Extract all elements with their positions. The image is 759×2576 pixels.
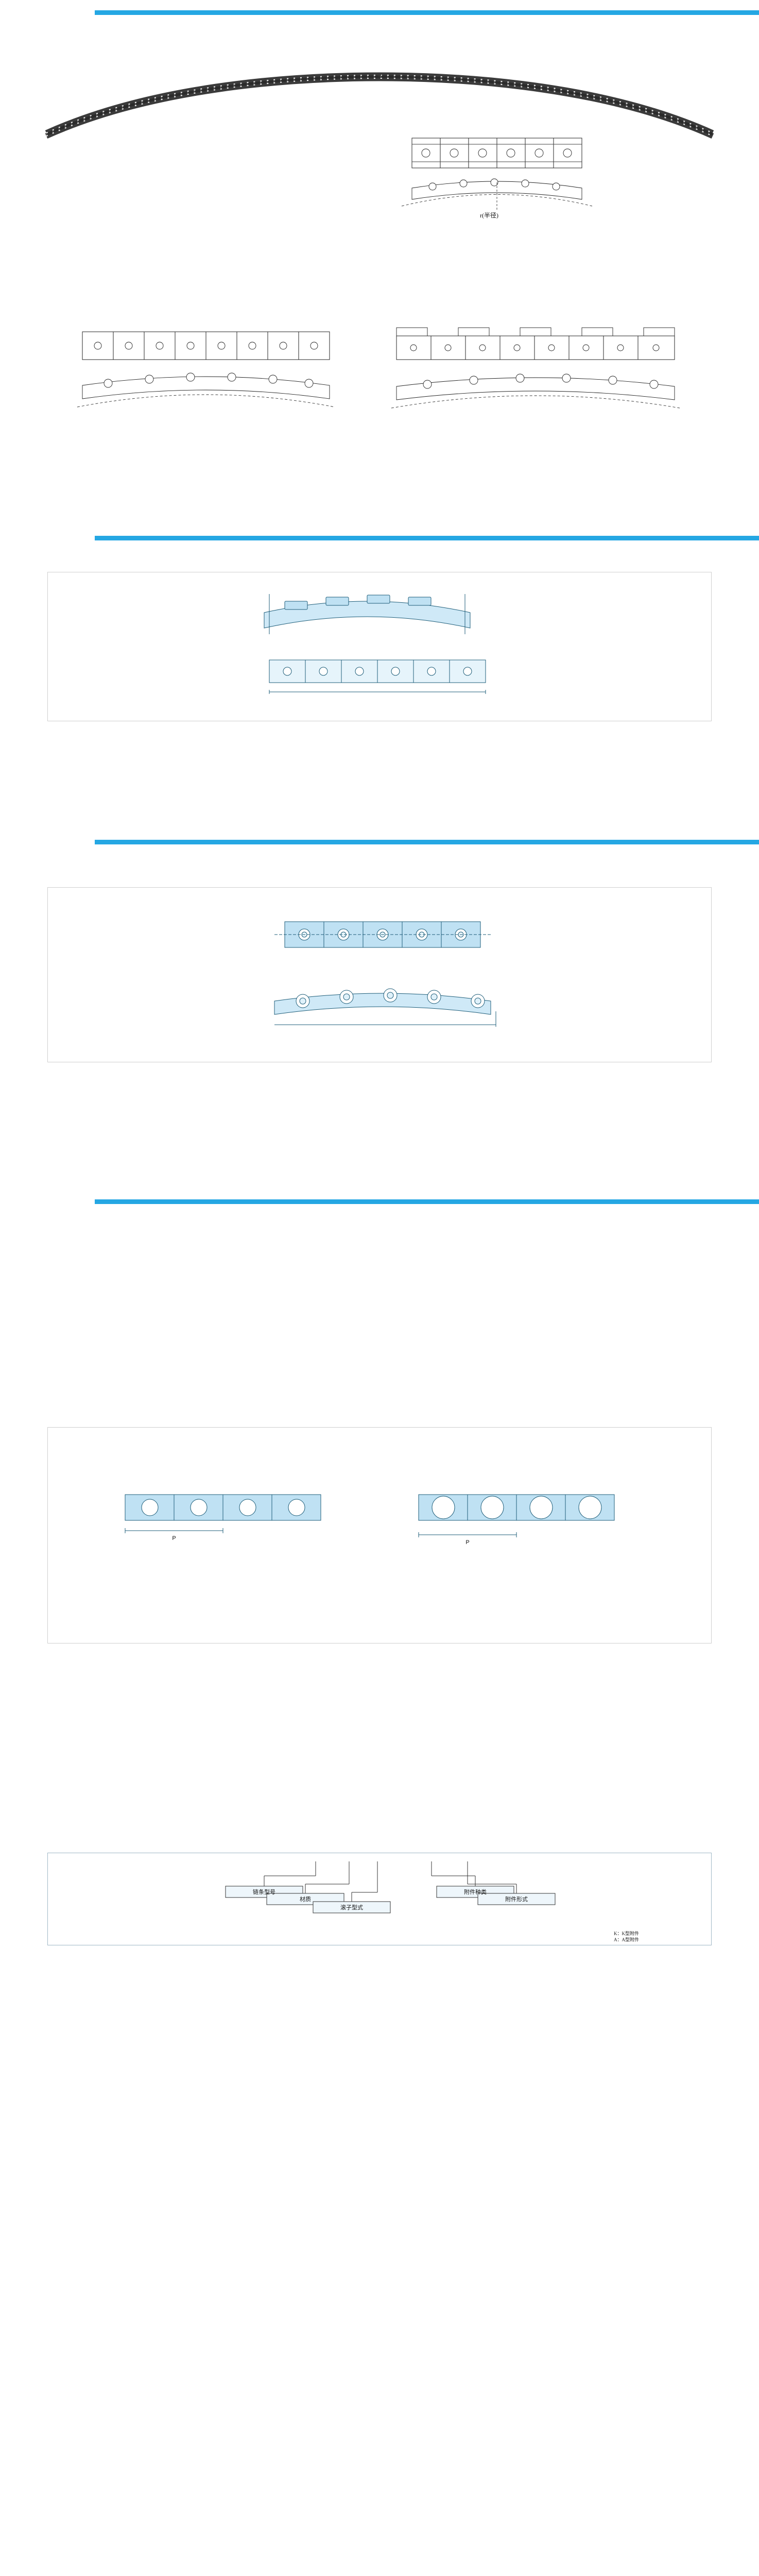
section3-banner xyxy=(95,531,759,540)
attach-type-note-k: K：K型附件 xyxy=(614,1931,639,1936)
roller-types-figure-box: P P xyxy=(47,1427,712,1643)
section5-banner xyxy=(95,1194,759,1204)
attachment-drawing-right xyxy=(360,325,711,422)
svg-text:P: P xyxy=(172,1535,176,1541)
section4-banner xyxy=(95,835,759,844)
svg-text:P: P xyxy=(465,1539,469,1546)
svg-text:链条型号: 链条型号 xyxy=(253,1888,275,1895)
section1-technical-drawing: r(半径) xyxy=(335,129,654,222)
attachment-drawing-left xyxy=(51,325,360,422)
lambda-figure-box xyxy=(47,572,712,721)
blue-rule-4 xyxy=(95,840,759,844)
blue-rule xyxy=(95,10,759,15)
svg-text:滚子型式: 滚子型式 xyxy=(340,1904,363,1911)
hollow-pin-figure-box xyxy=(47,887,712,1062)
attach-type-note-a: A：A型附件 xyxy=(614,1937,639,1942)
section1-banner xyxy=(95,5,759,15)
curved-chain-photo xyxy=(15,72,744,139)
blue-rule-3 xyxy=(95,536,759,540)
svg-text:r(半径): r(半径) xyxy=(480,212,498,219)
code-legend-box: 链条型号 材质 滚子型式 附件种类 附件形式 K：K型附件 A：A型附件 xyxy=(47,1853,712,1945)
svg-text:附件种类: 附件种类 xyxy=(464,1888,487,1895)
svg-text:材质: 材质 xyxy=(300,1895,311,1903)
svg-text:附件形式: 附件形式 xyxy=(505,1895,528,1903)
blue-rule-5 xyxy=(95,1199,759,1204)
